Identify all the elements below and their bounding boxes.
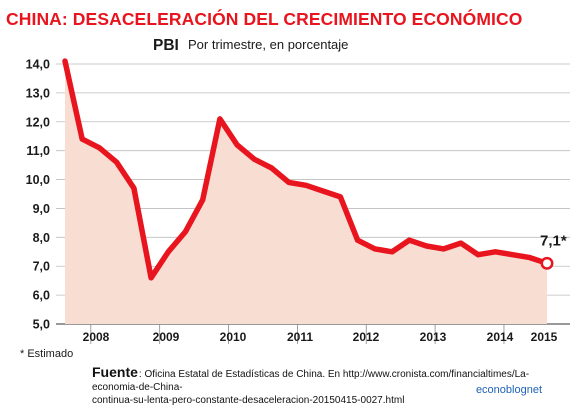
y-tick-label: 6,0 [33,289,50,303]
data-point [63,59,67,63]
brand-watermark: econoblognet [475,384,542,396]
data-point [425,244,428,248]
data-point [459,241,463,245]
data-point [270,166,273,170]
data-point [339,195,342,199]
y-tick-label: 7,0 [33,260,50,274]
source-label: Fuente [92,364,138,380]
chart-title: PBI [153,37,179,54]
data-point [149,276,153,279]
data-point [373,247,377,251]
gdp-chart: PBI Por trimestre, en porcentaje 14,0 13,0 1… [0,34,576,364]
x-tick-label: 2010 [220,330,247,344]
source-note: Fuente: Oficina Estatal de Estadísticas … [92,364,570,407]
estimate-note: * Estimado [20,348,73,360]
data-point [408,239,411,242]
x-tick-label: 2009 [153,330,180,344]
y-tick-label: 11,0 [26,144,50,158]
data-point [218,117,222,121]
x-tick-label: 2011 [287,330,313,344]
x-tick-label: 2008 [83,330,110,344]
data-point [81,137,84,141]
data-point [390,250,394,253]
data-point [476,253,480,256]
x-tick-label: 2013 [420,330,447,344]
data-point [115,161,118,164]
x-tick-label: 2012 [353,330,380,344]
data-point [442,247,445,251]
data-point [494,250,497,253]
y-tick-label: 8,0 [33,231,50,245]
x-tick-label: 2015 [531,330,558,344]
data-point [322,189,325,193]
data-point [287,181,290,184]
y-tick-label: 5,0 [33,318,50,332]
data-point [201,198,204,201]
data-point [528,256,531,259]
source-link-continued: continua-su-lenta-pero-constante-desacel… [92,395,405,406]
data-point [167,250,170,253]
y-tick-label: 9,0 [33,202,50,216]
data-point [132,187,136,190]
data-point [356,239,359,242]
headline: CHINA: DESACELERACIÓN DEL CRECIMIENTO EC… [6,9,523,29]
data-point [511,253,514,256]
gdp-line-chart: PBI Por trimestre, en porcentaje 14,0 13,0 1… [20,37,570,360]
last-point-marker [540,256,554,270]
data-point [184,230,187,233]
series-area [65,61,547,324]
y-tick-label: 10,0 [26,173,50,187]
source-text: : Oficina Estatal de Estadísticas de Chi… [92,369,530,393]
y-tick-label: 12,0 [26,115,50,129]
chart-subtitle: Por trimestre, en porcentaje [188,37,348,52]
data-point [98,146,101,149]
data-point [235,143,239,147]
data-point [304,184,308,187]
last-point-label: 7,1* [540,232,567,249]
y-tick-label: 14,0 [26,58,50,72]
y-tick-label: 13,0 [26,86,50,100]
data-point [253,158,256,161]
x-tick-label: 2014 [487,330,514,344]
